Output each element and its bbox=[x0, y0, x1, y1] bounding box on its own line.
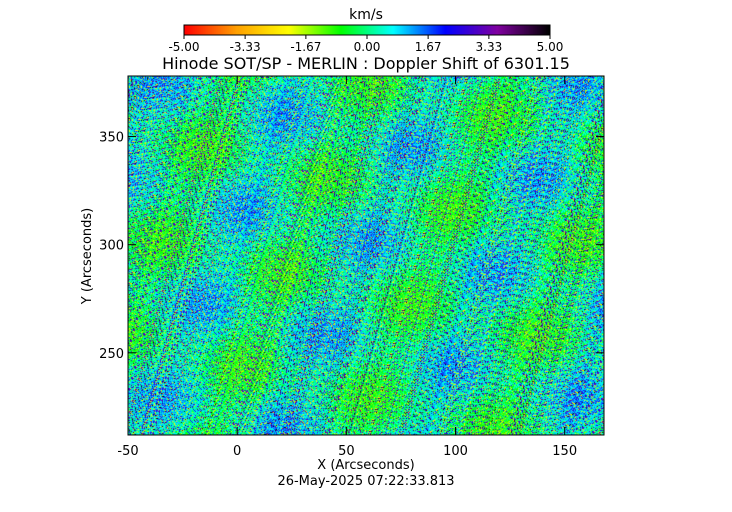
chart-title: Hinode SOT/SP - MERLIN : Doppler Shift o… bbox=[162, 54, 570, 73]
x-tick-label: 150 bbox=[552, 444, 577, 459]
y-tick-label: 300 bbox=[99, 239, 124, 254]
x-axis-ticks: -50 0 50 100 150 bbox=[117, 76, 577, 459]
colorbar-tick-label: 0.00 bbox=[354, 40, 381, 54]
x-tick-label: 100 bbox=[443, 444, 468, 459]
colorbar-tick-label: 1.67 bbox=[415, 40, 442, 54]
timestamp: 26-May-2025 07:22:33.813 bbox=[277, 474, 454, 489]
colorbar-gradient bbox=[184, 25, 550, 35]
plot-frame bbox=[127, 75, 605, 436]
colorbar-tick-label: -3.33 bbox=[230, 40, 261, 54]
colorbar-ticks: -5.00 -3.33 -1.67 0.00 1.67 3.33 5.00 bbox=[168, 35, 563, 54]
y-axis-ticks: 250 300 350 bbox=[99, 131, 604, 362]
colorbar-label: km/s bbox=[349, 7, 383, 23]
colorbar-tick-label: -1.67 bbox=[290, 40, 321, 54]
x-tick-label: 0 bbox=[233, 444, 241, 459]
y-axis-label: Y (Arcseconds) bbox=[80, 208, 95, 305]
colorbar-tick-label: -5.00 bbox=[168, 40, 199, 54]
x-tick-label: -50 bbox=[117, 444, 138, 459]
x-tick-label: 50 bbox=[338, 444, 355, 459]
y-tick-label: 350 bbox=[99, 131, 124, 146]
x-axis-label: X (Arcseconds) bbox=[317, 458, 414, 473]
y-tick-label: 250 bbox=[99, 347, 124, 362]
colorbar-tick-label: 3.33 bbox=[476, 40, 503, 54]
doppler-map-image bbox=[128, 76, 604, 435]
colorbar-tick-label: 5.00 bbox=[537, 40, 564, 54]
